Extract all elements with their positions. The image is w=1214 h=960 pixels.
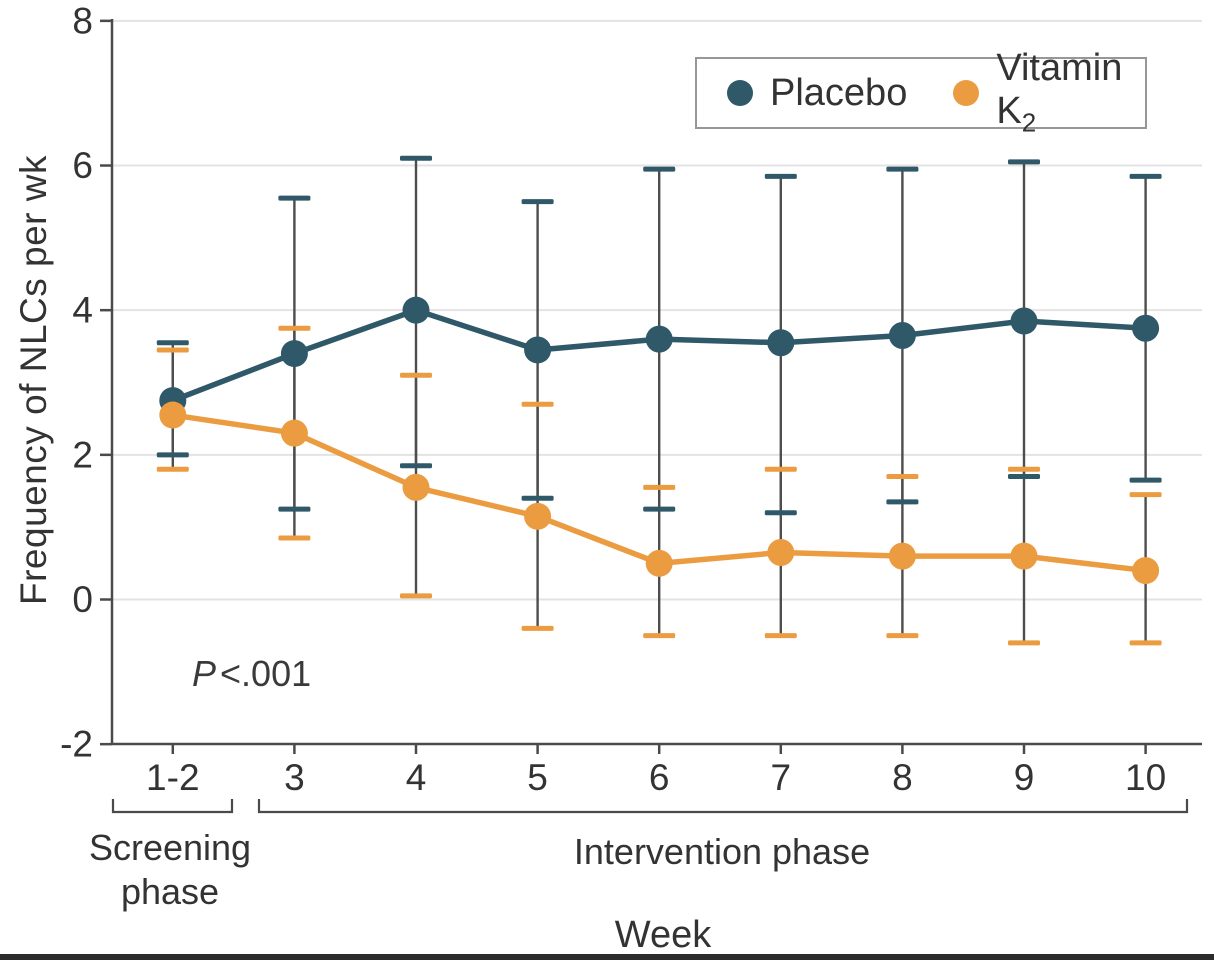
x-tick-label: 8 [892,757,913,798]
data-point-vitamin-k2-week-4 [402,473,430,501]
error-cap-vitamin-k2 [156,347,189,353]
error-cap-vitamin-k2 [886,633,919,639]
legend-box: Placebo Vitamin K2 [695,47,1147,138]
data-point-placebo-week-7 [767,329,795,357]
error-cap-vitamin-k2 [886,474,919,480]
error-cap-placebo [278,195,311,201]
error-cap-placebo [1008,474,1040,480]
x-tick-label: 9 [1014,757,1035,798]
data-point-placebo-week-5 [524,336,552,364]
data-point-placebo-week-10 [1132,314,1160,342]
error-cap-vitamin-k2 [1008,640,1040,646]
p-value-annotation: P <.001 [192,653,311,695]
data-point-vitamin-k2-week-7 [767,538,795,566]
error-cap-placebo [521,199,554,205]
error-cap-vitamin-k2 [400,372,432,378]
error-cap-placebo [764,173,797,179]
error-cap-placebo [1008,159,1040,165]
error-cap-vitamin-k2 [278,535,311,541]
error-cap-vitamin-k2 [521,401,554,407]
error-cap-placebo [643,166,676,172]
data-point-vitamin-k2-week-5 [524,502,552,530]
x-tick-label: 5 [527,757,548,798]
data-point-placebo-week-6 [645,325,673,353]
error-cap-vitamin-k2 [764,466,797,472]
error-cap-vitamin-k2 [521,625,554,631]
error-cap-placebo [1129,477,1162,483]
error-cap-vitamin-k2 [643,484,676,490]
x-tick-label: 7 [771,757,792,798]
data-point-vitamin-k2-week-6 [645,549,673,577]
y-tick-label: 8 [72,0,93,41]
x-tick-label: 6 [649,757,670,798]
y-tick-label: -2 [60,724,93,765]
error-cap-placebo [400,155,432,161]
error-cap-vitamin-k2 [1129,492,1162,498]
x-tick-label: 3 [284,757,305,798]
error-cap-placebo [156,452,189,458]
error-cap-vitamin-k2 [278,325,311,331]
error-cap-placebo [400,463,432,469]
screening-phase-bracket [111,799,234,814]
legend-marker-vitamin-k2 [953,80,980,106]
x-tick-label: 1-2 [146,757,199,798]
data-point-vitamin-k2-week-1-2 [159,401,187,429]
y-tick-label: 2 [72,434,93,475]
data-point-vitamin-k2-week-9 [1010,542,1038,570]
data-point-placebo-week-3 [280,340,308,368]
legend-label-placebo: Placebo [770,71,908,114]
error-cap-vitamin-k2 [1129,640,1162,646]
error-cap-vitamin-k2 [1008,466,1040,472]
error-cap-vitamin-k2 [643,633,676,639]
intervention-phase-label: Intervention phase [573,831,871,872]
data-point-vitamin-k2-week-8 [888,542,916,570]
y-tick-label: 6 [72,145,93,186]
error-cap-placebo [886,499,919,505]
error-cap-vitamin-k2 [156,466,189,472]
error-cap-placebo [278,506,311,512]
legend-label-vitamin-k2: Vitamin K2 [996,47,1123,138]
p-symbol: P [192,653,217,694]
error-cap-placebo [521,495,554,501]
error-cap-placebo [643,506,676,512]
error-cap-placebo [1129,173,1162,179]
bottom-rule [0,954,1214,960]
error-cap-placebo [764,510,797,516]
data-point-vitamin-k2-week-3 [280,419,308,447]
y-tick-label: 0 [72,579,93,620]
data-point-vitamin-k2-week-10 [1132,557,1160,585]
error-cap-vitamin-k2 [400,593,432,599]
error-cap-placebo [156,340,189,346]
x-tick-label: 4 [406,757,427,798]
error-cap-vitamin-k2 [764,633,797,639]
data-point-placebo-week-4 [402,296,430,324]
y-axis-title: Frequency of NLCs per wk [13,154,54,606]
data-point-placebo-week-9 [1010,307,1038,335]
screening-phase-label: Screening phase [88,827,252,912]
intervention-phase-bracket [257,799,1189,814]
p-value: <.001 [220,653,312,694]
legend-marker-placebo [727,80,753,106]
error-cap-placebo [886,166,919,172]
x-axis-title: Week [614,914,712,956]
x-tick-label: 10 [1125,757,1166,798]
data-point-placebo-week-8 [888,321,916,349]
y-tick-label: 4 [72,290,93,331]
